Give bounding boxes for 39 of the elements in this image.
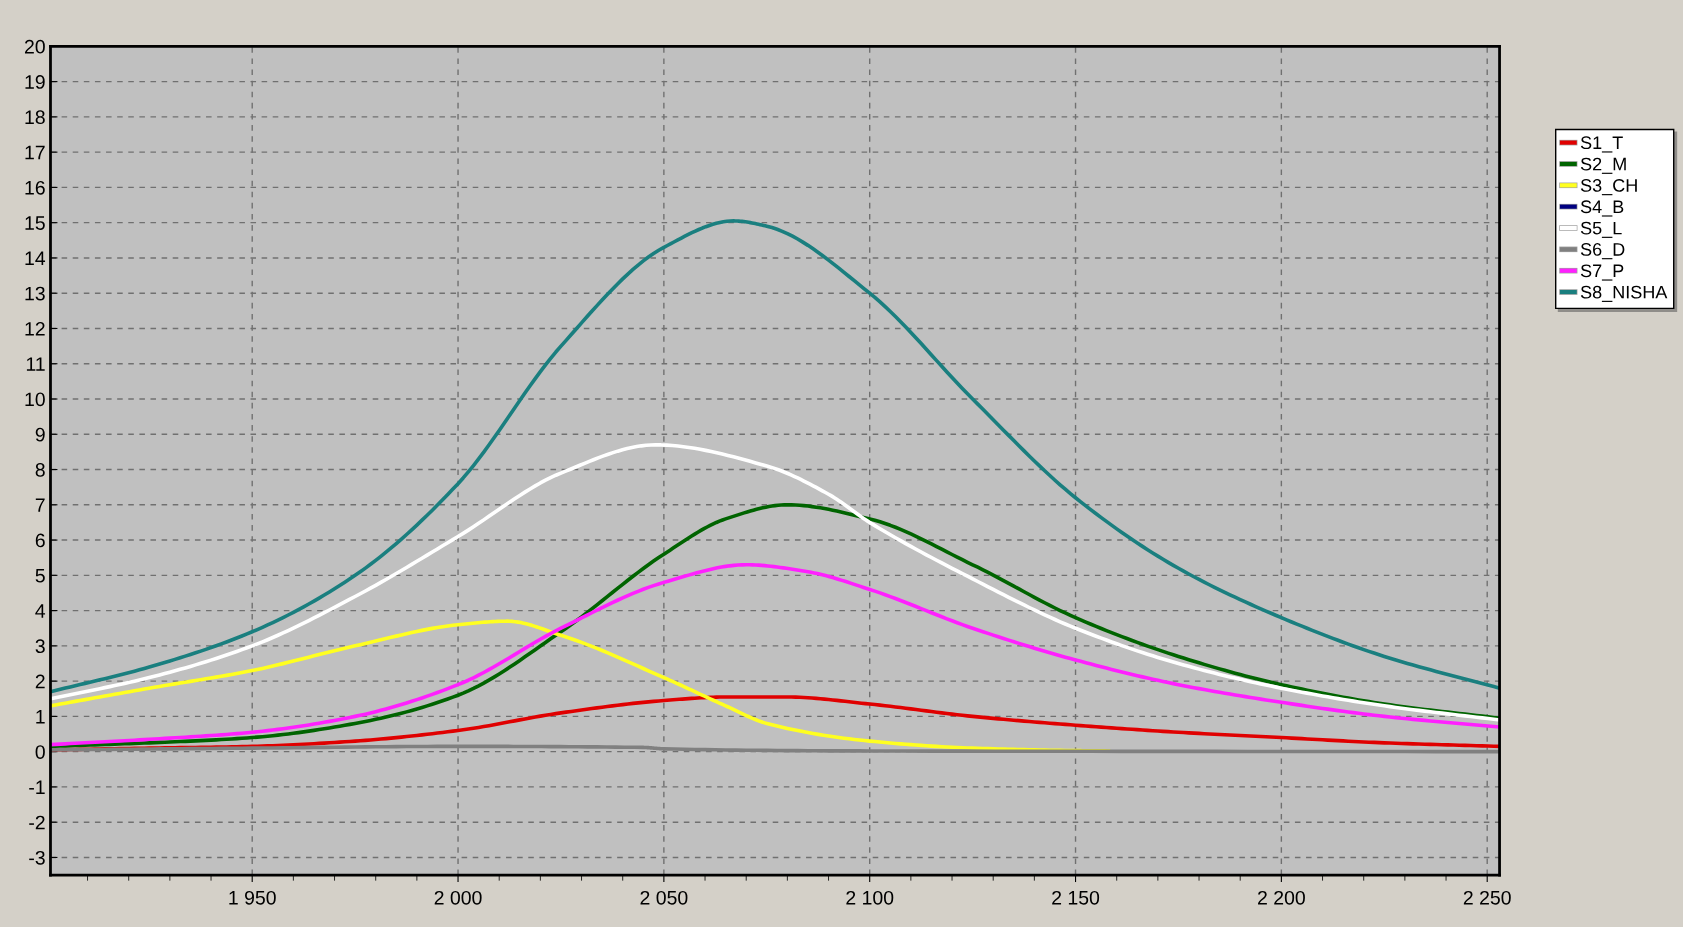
x-tick-label: 2 000 bbox=[434, 890, 482, 905]
y-tick-label: -2 bbox=[29, 815, 45, 830]
y-tick-label: 11 bbox=[26, 357, 45, 371]
x-tick-label: 2 050 bbox=[640, 890, 688, 905]
x-tick-label: 2 250 bbox=[1463, 890, 1511, 905]
legend-label: S3_CH bbox=[1580, 179, 1637, 196]
y-tick-label: 17 bbox=[25, 145, 45, 160]
legend-label: S4_B bbox=[1580, 200, 1624, 217]
y-tick-label: 18 bbox=[25, 110, 45, 125]
y-tick-label: 7 bbox=[35, 498, 45, 512]
legend-label: S6_D bbox=[1580, 243, 1625, 260]
x-tick-label: 2 150 bbox=[1052, 890, 1100, 905]
y-tick-label: 9 bbox=[35, 427, 45, 442]
y-tick-label: 15 bbox=[25, 216, 45, 230]
x-tick-label: 2 200 bbox=[1258, 890, 1305, 905]
y-tick-label: -3 bbox=[29, 850, 45, 865]
y-tick-label: 5 bbox=[35, 569, 45, 583]
x-tick-label: 2 100 bbox=[846, 890, 894, 905]
legend-label: S1_T bbox=[1580, 136, 1623, 153]
y-tick-label: -1 bbox=[29, 780, 45, 794]
legend-label: S7_P bbox=[1580, 264, 1624, 281]
y-tick-label: 20 bbox=[24, 39, 45, 54]
y-tick-label: 2 bbox=[35, 674, 45, 689]
legend-label: S8_NISHA bbox=[1580, 285, 1668, 302]
y-tick-label: 16 bbox=[25, 180, 45, 195]
y-tick-label: 6 bbox=[35, 533, 45, 548]
y-tick-label: 19 bbox=[25, 75, 45, 89]
y-tick-label: 1 bbox=[36, 710, 45, 724]
x-tick-label: 1 950 bbox=[229, 890, 276, 905]
y-tick-label: 8 bbox=[35, 463, 45, 477]
y-tick-label: 3 bbox=[35, 639, 45, 654]
legend-label: S5_L bbox=[1580, 221, 1622, 238]
y-tick-label: 12 bbox=[25, 321, 45, 336]
y-tick-label: 0 bbox=[35, 745, 45, 759]
y-tick-label: 4 bbox=[35, 604, 46, 618]
legend-label: S2_M bbox=[1580, 157, 1626, 174]
y-tick-label: 10 bbox=[25, 392, 45, 407]
y-tick-label: 13 bbox=[25, 286, 45, 301]
y-tick-label: 14 bbox=[25, 251, 46, 265]
